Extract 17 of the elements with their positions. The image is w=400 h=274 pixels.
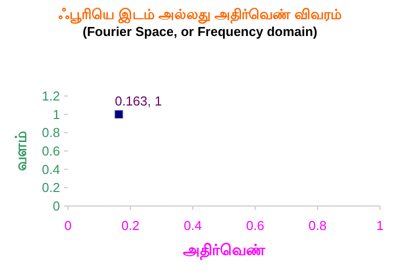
y-tick-label: 0.8: [42, 125, 60, 140]
x-tick-label: 0: [64, 218, 72, 233]
y-tick-label: 0.2: [42, 180, 60, 196]
x-tick-label: 1: [376, 218, 384, 233]
x-axis-title: அதிர்வெண்: [183, 242, 266, 260]
title: ஃபூரியெ இடம் அல்லது அதிர்வெண் விவரம் (Fourier Space, or Frequency domain): [58, 6, 342, 40]
x-tick-label: 0.2: [121, 218, 140, 233]
y-axis-title: வளம்: [13, 131, 30, 171]
y-tick-label: 1: [52, 106, 60, 122]
y-tick-label: 0.4: [42, 162, 60, 177]
y-tick-label: 0.6: [42, 144, 60, 158]
x-tick-label: 0.6: [246, 218, 264, 233]
x-tick-label: 0.4: [184, 218, 202, 233]
x-tick-label: 0.8: [308, 218, 327, 233]
y-tick-label: 1.2: [42, 88, 60, 104]
data-label: 0.163, 1: [114, 93, 162, 108]
y-tick-label: 0: [52, 198, 60, 214]
